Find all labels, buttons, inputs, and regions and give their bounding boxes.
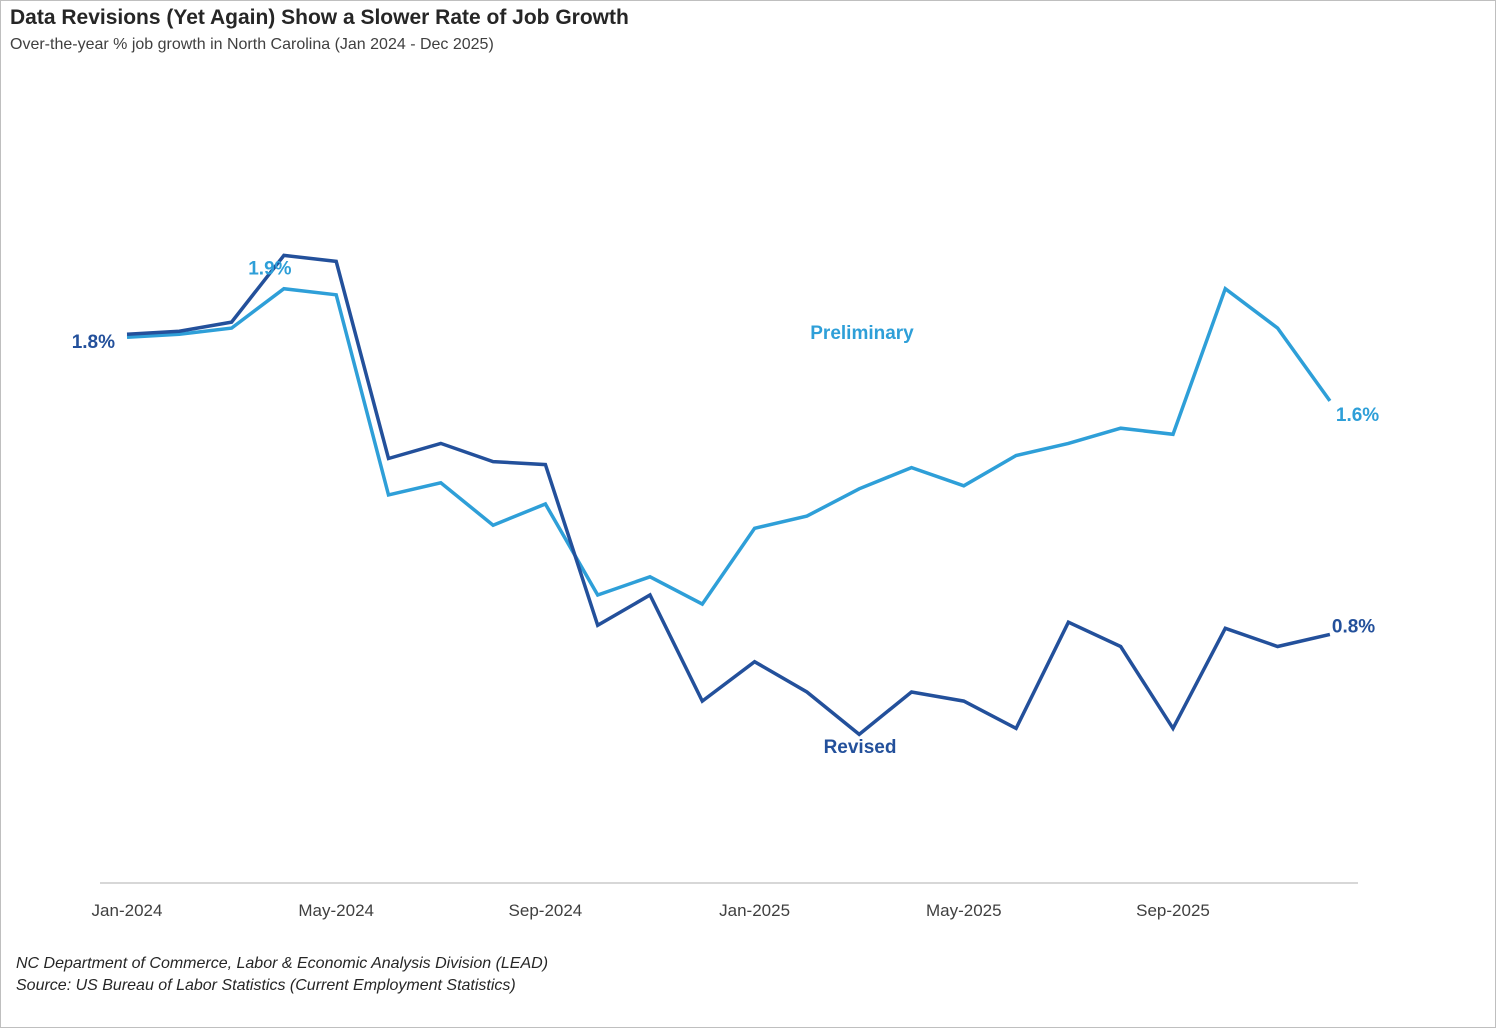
x-tick-label: Jan-2025 <box>719 901 790 920</box>
series-label-revised: Revised <box>824 737 897 758</box>
source-note-bls: Source: US Bureau of Labor Statistics (C… <box>16 977 516 994</box>
chart-title: Data Revisions (Yet Again) Show a Slower… <box>10 6 629 29</box>
series-line-preliminary <box>126 285 1332 607</box>
data-label-revised-end: 0.8% <box>1332 616 1375 637</box>
series-label-preliminary: Preliminary <box>810 323 914 344</box>
chart-subtitle: Over-the-year % job growth in North Caro… <box>10 36 494 53</box>
x-tick-label: Jan-2024 <box>92 901 163 920</box>
x-tick-label: Sep-2024 <box>509 901 583 920</box>
data-label-preliminary-peak: 1.9% <box>248 259 291 280</box>
x-tick-label: May-2025 <box>926 901 1002 920</box>
x-tick-label: May-2024 <box>298 901 374 920</box>
series-line-revised <box>126 253 1331 737</box>
source-note-lead: NC Department of Commerce, Labor & Econo… <box>16 955 549 972</box>
data-label-preliminary-end: 1.6% <box>1336 405 1379 426</box>
data-label-revised-start: 1.8% <box>72 332 115 353</box>
x-tick-label: Sep-2025 <box>1136 901 1210 920</box>
